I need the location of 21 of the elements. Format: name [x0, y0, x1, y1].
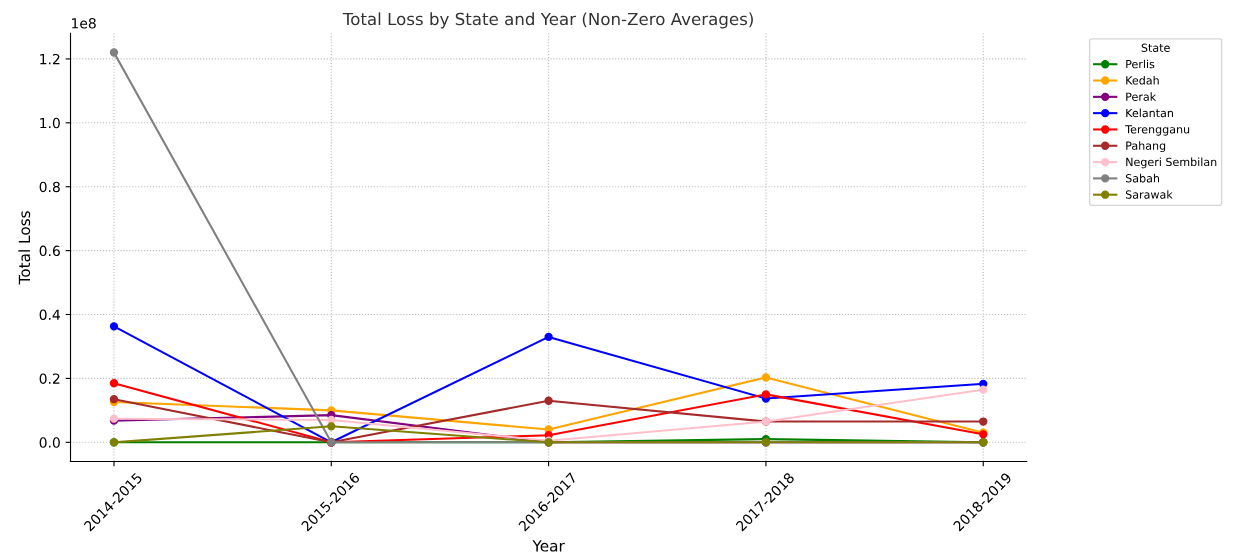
y-tick-label: 0.6 [39, 245, 60, 257]
legend-label: Negeri Sembilan [1126, 157, 1217, 169]
legend-label: Pahang [1126, 141, 1166, 152]
legend-label: Perak [1126, 92, 1157, 101]
legend-title: State [1141, 43, 1170, 52]
y-axis-title: Total Loss [18, 211, 31, 285]
legend-label: Kedah [1126, 75, 1159, 85]
y-tick-label: 0.4 [39, 309, 61, 320]
y-tick-label: 0.8 [39, 181, 60, 193]
y-tick-label: 1.2 [40, 53, 60, 65]
chart-title: Total Loss by State and Year (Non-Zero Averages) [342, 12, 753, 29]
text: 1e8 [72, 18, 96, 29]
legend-label: Terengganu [1125, 125, 1190, 136]
y-tick-label: 1.0 [40, 117, 60, 129]
legend-label: Kelantan [1126, 108, 1173, 118]
y-tick-label: 0.0 [39, 437, 60, 448]
y-tick-label: 0.2 [39, 373, 60, 384]
legend-label: Perlis [1126, 59, 1155, 69]
legend-label: Sarawak [1125, 190, 1173, 199]
x-axis-title: Year [532, 540, 565, 552]
legend-label: Sabah [1125, 173, 1160, 183]
